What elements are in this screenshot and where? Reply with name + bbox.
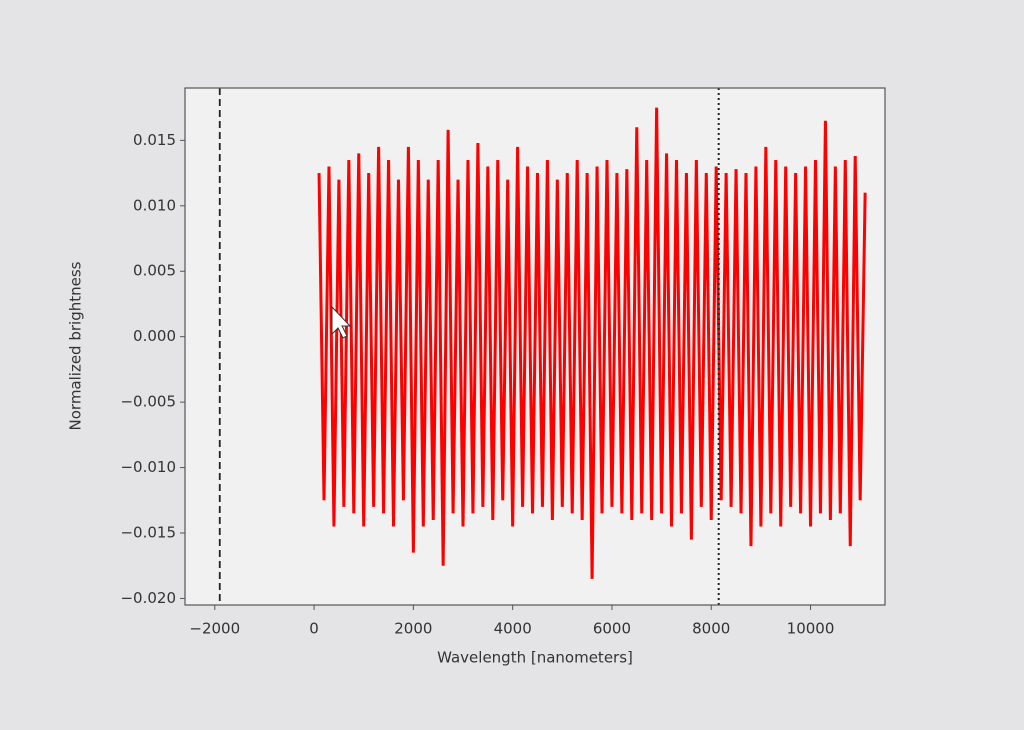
y-tick-label: −0.020 <box>120 589 176 607</box>
x-tick-label: 4000 <box>494 620 532 638</box>
mouse-cursor <box>331 305 352 339</box>
x-tick-label: 2000 <box>394 620 432 638</box>
y-tick-label: 0.000 <box>133 327 176 345</box>
data-line <box>317 107 867 579</box>
y-tick-label: −0.015 <box>120 524 176 542</box>
x-tick-label: −2000 <box>189 620 240 638</box>
y-tick-label: 0.015 <box>133 131 176 149</box>
y-tick-label: 0.005 <box>133 262 176 280</box>
y-tick-label: 0.010 <box>133 196 176 214</box>
y-tick-label: −0.010 <box>120 458 176 476</box>
x-tick-label: 0 <box>309 620 319 638</box>
x-tick-label: 10000 <box>787 620 835 638</box>
plot-frame <box>184 87 886 606</box>
x-tick-label: 8000 <box>692 620 730 638</box>
x-axis-label: Wavelength [nanometers] <box>437 649 633 667</box>
y-tick-label: −0.005 <box>120 393 176 411</box>
y-axis-label: Normalized brightness <box>67 261 85 430</box>
x-tick-label: 6000 <box>593 620 631 638</box>
